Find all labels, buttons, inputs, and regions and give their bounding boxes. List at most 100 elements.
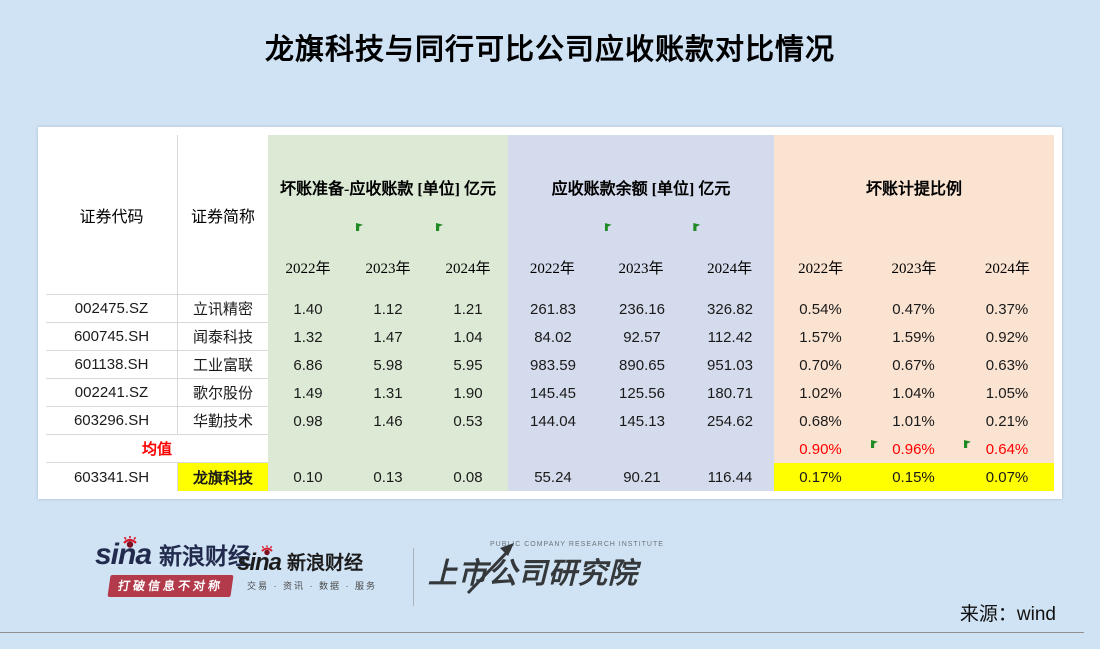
cell-bad-2024: 1.04 xyxy=(428,323,508,351)
cell-bal-2024: 951.03 xyxy=(686,351,774,379)
cell-bad-2022: 0.98 xyxy=(268,407,348,435)
cell-bal-2024: 116.44 xyxy=(686,463,774,491)
cell-bal-2022: 983.59 xyxy=(508,351,598,379)
cell-ratio-2024: 0.92% xyxy=(960,323,1054,351)
comparison-table: 证券代码 证券简称 坏账准备-应收账款 [单位] 亿元 2022年 2023年 … xyxy=(46,135,1054,491)
cell-bad-2024: 0.08 xyxy=(428,463,508,491)
cell-bal-2024: 326.82 xyxy=(686,295,774,323)
cell-name-longqi: 龙旗科技 xyxy=(178,463,268,491)
year-label: 2024年 xyxy=(984,260,1030,277)
cell-bad-2022: 1.49 xyxy=(268,379,348,407)
cell-bal-2024: 254.62 xyxy=(686,407,774,435)
group-title-balance: 应收账款余额 [单位] 亿元 xyxy=(551,181,731,198)
cell-ratio-2022: 0.17% xyxy=(774,463,867,491)
cell-bad-2023: 5.98 xyxy=(348,351,428,379)
header-cell-name: 证券简称 xyxy=(178,135,268,295)
cell-ratio-2024: 0.07% xyxy=(960,463,1054,491)
cell-bal-2023: 90.21 xyxy=(598,463,686,491)
sina-cn-label: 新浪财经 xyxy=(159,543,252,569)
cell-ratio-2023: 0.67% xyxy=(867,351,960,379)
cell-ratio-2022: 0.68% xyxy=(774,407,867,435)
mean-row-label: 均值 xyxy=(46,435,268,463)
cell-bad-2024: 5.95 xyxy=(428,351,508,379)
cell-bad-2023: 1.12 xyxy=(348,295,428,323)
cell-name: 闻泰科技 xyxy=(178,323,268,351)
group-title-bad-debt: 坏账准备-应收账款 [单位] 亿元 xyxy=(280,181,496,198)
cell-ratio-2022: 0.70% xyxy=(774,351,867,379)
cell-name: 歌尔股份 xyxy=(178,379,268,407)
cell-ratio-2023: 0.15% xyxy=(867,463,960,491)
cell-bal-2023: 890.65 xyxy=(598,351,686,379)
sina-finance-logo-secondary: sina 新浪财经 交易 · 资讯 · 数据 · 服务 xyxy=(237,545,377,592)
cell-name: 立讯精密 xyxy=(178,295,268,323)
cell-bad-2023: 1.46 xyxy=(348,407,428,435)
comment-flag-icon xyxy=(964,440,971,448)
cell-bad-2022: 0.10 xyxy=(268,463,348,491)
cell-ratio-2024: 1.05% xyxy=(960,379,1054,407)
cell-bad-2024: 1.21 xyxy=(428,295,508,323)
footer-divider xyxy=(413,548,414,606)
cell-bal-2022: 144.04 xyxy=(508,407,598,435)
year-label: 2022年 xyxy=(529,260,575,277)
mean-ratio-2023: 0.96% xyxy=(867,435,960,463)
mean-empty-bal xyxy=(508,435,774,463)
cell-ratio-2024: 0.21% xyxy=(960,407,1054,435)
header-group-bad-debt: 坏账准备-应收账款 [单位] 亿元 2022年 2023年 2024年 xyxy=(268,135,508,295)
group-title-ratio: 坏账计提比例 xyxy=(865,181,962,198)
table-panel: 证券代码 证券简称 坏账准备-应收账款 [单位] 亿元 2022年 2023年 … xyxy=(38,127,1062,499)
cell-ratio-2022: 1.02% xyxy=(774,379,867,407)
sina-tagline: 交易 · 资讯 · 数据 · 服务 xyxy=(247,581,377,591)
cell-ratio-2024: 0.37% xyxy=(960,295,1054,323)
page-title: 龙旗科技与同行可比公司应收账款对比情况 xyxy=(264,34,835,66)
cell-bal-2022: 261.83 xyxy=(508,295,598,323)
cell-bal-2023: 125.56 xyxy=(598,379,686,407)
header-group-balance: 应收账款余额 [单位] 亿元 2022年 2023年 2024年 xyxy=(508,135,774,295)
cell-bad-2023: 1.47 xyxy=(348,323,428,351)
year-label: 2024年 xyxy=(685,223,774,295)
sina-eye-icon xyxy=(259,542,274,562)
mean-ratio-2022: 0.90% xyxy=(774,435,867,463)
cell-code-longqi: 603341.SH xyxy=(46,463,178,491)
year-label: 2022年 xyxy=(285,260,331,277)
sina-finance-logo: sina 新浪财经 打破信息不对称 xyxy=(95,536,252,597)
mean-ratio-2024: 0.64% xyxy=(960,435,1054,463)
data-source-label: 来源：wind xyxy=(959,604,1056,625)
cell-bad-2022: 1.40 xyxy=(268,295,348,323)
cell-bad-2023: 0.13 xyxy=(348,463,428,491)
institute-en-label: PUBLIC COMPANY RESEARCH INSTITUTE xyxy=(490,541,664,548)
bottom-divider xyxy=(0,632,1084,633)
year-label: 2023年 xyxy=(597,223,686,295)
cell-ratio-2023: 0.47% xyxy=(867,295,960,323)
cell-code: 601138.SH xyxy=(46,351,178,379)
year-label: 2024年 xyxy=(428,223,508,295)
cell-ratio-2023: 1.01% xyxy=(867,407,960,435)
cell-name: 工业富联 xyxy=(178,351,268,379)
cell-bad-2022: 1.32 xyxy=(268,323,348,351)
cell-ratio-2023: 1.59% xyxy=(867,323,960,351)
sina-cn-label: 新浪财经 xyxy=(287,553,364,574)
cell-bal-2023: 145.13 xyxy=(598,407,686,435)
header-group-ratio: 坏账计提比例 2022年 2023年 2024年 xyxy=(774,135,1054,295)
sina-wordmark: sina xyxy=(95,536,152,570)
cell-bal-2024: 112.42 xyxy=(686,323,774,351)
cell-bad-2022: 6.86 xyxy=(268,351,348,379)
cell-bal-2022: 84.02 xyxy=(508,323,598,351)
cell-name: 华勤技术 xyxy=(178,407,268,435)
cell-ratio-2022: 1.57% xyxy=(774,323,867,351)
sina-wordmark: sina xyxy=(237,545,282,575)
cell-bad-2024: 0.53 xyxy=(428,407,508,435)
cell-bal-2023: 92.57 xyxy=(598,323,686,351)
cell-code: 603296.SH xyxy=(46,407,178,435)
cell-ratio-2022: 0.54% xyxy=(774,295,867,323)
cell-bad-2024: 1.90 xyxy=(428,379,508,407)
cell-bal-2022: 145.45 xyxy=(508,379,598,407)
sina-slogan-banner: 打破信息不对称 xyxy=(107,575,234,597)
header-cell-code: 证券代码 xyxy=(46,135,178,295)
cell-bal-2023: 236.16 xyxy=(598,295,686,323)
institute-cn-label: 上市公司研究院 xyxy=(428,558,639,590)
comment-flag-icon xyxy=(871,440,878,448)
year-label: 2023年 xyxy=(348,223,428,295)
cell-bal-2022: 55.24 xyxy=(508,463,598,491)
sina-eye-icon xyxy=(121,527,139,557)
cell-bal-2024: 180.71 xyxy=(686,379,774,407)
